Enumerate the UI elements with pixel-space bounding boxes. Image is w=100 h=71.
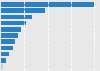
Bar (1, 27, 21, 32)
Bar (1, 39, 15, 44)
Bar (1, 58, 6, 63)
Bar (1, 64, 3, 69)
Bar (1, 52, 9, 56)
Bar (1, 15, 32, 19)
Bar (1, 46, 12, 50)
Bar (1, 33, 18, 38)
Bar (1, 21, 26, 25)
Bar (1, 2, 94, 7)
Bar (1, 8, 45, 13)
